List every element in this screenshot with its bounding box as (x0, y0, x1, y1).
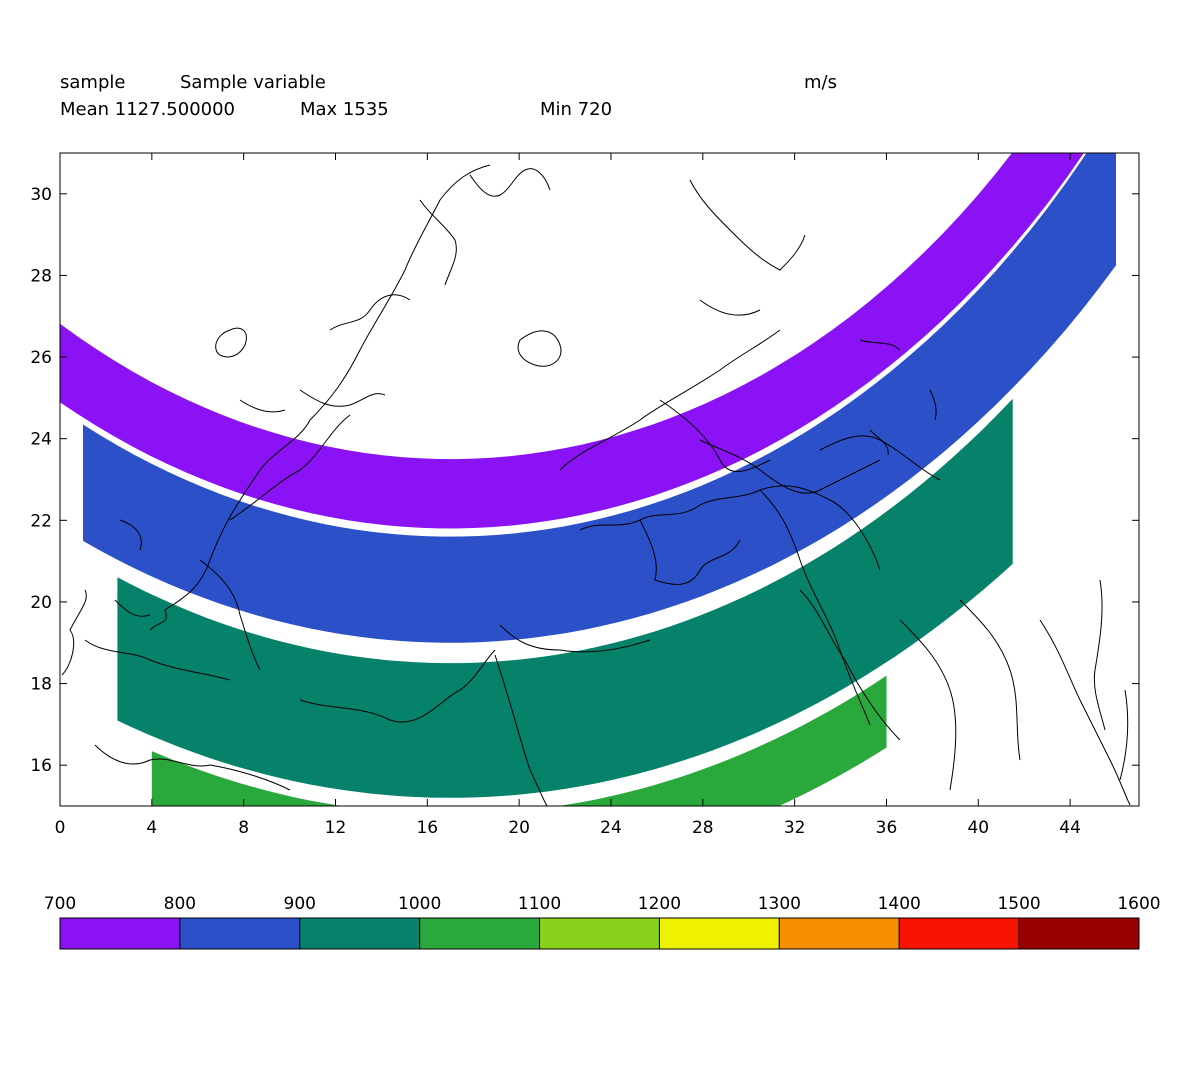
mean-label: Mean 1127.500000 (60, 99, 236, 120)
colorbar-level-label: 1100 (518, 894, 561, 914)
colorbar-swatch (179, 917, 301, 950)
colorbar-swatch (539, 917, 660, 950)
x-tick-label: 44 (1059, 818, 1081, 838)
colorbar-level-label: 700 (44, 894, 76, 914)
colorbar-level-label: 800 (164, 894, 196, 914)
y-tick-label: 24 (30, 430, 52, 450)
max-label: Max 1535 (300, 99, 389, 120)
x-tick-label: 16 (416, 818, 438, 838)
band-800-900 (83, 153, 1116, 643)
x-tick-label: 4 (146, 818, 157, 838)
colorbar-swatch (299, 917, 421, 950)
colorbar-swatch (658, 917, 780, 950)
colorbar-swatch (1018, 917, 1140, 950)
x-tick-label: 12 (325, 818, 347, 838)
y-tick-label: 16 (30, 756, 52, 776)
colorbar-level-label: 1200 (638, 894, 681, 914)
plot-frame (59, 152, 1140, 807)
colorbar: 700 800 900 1000 1100 1200 1300 1400 1500 1600 (44, 894, 1161, 950)
colorbar-swatch (778, 917, 900, 950)
colorbar-level-label: 1400 (878, 894, 921, 914)
colorbar-level-label: 1600 (1117, 894, 1160, 914)
x-tick-label: 24 (600, 818, 622, 838)
variable-name: sample (60, 72, 126, 93)
band-700-800 (60, 153, 1084, 529)
y-tick-label: 30 (30, 185, 52, 205)
variable-long-name: Sample variable (180, 72, 326, 93)
min-label: Min 720 (540, 99, 613, 120)
band-1400-1500 (198, 1026, 508, 1091)
colorbar-swatch (59, 917, 181, 950)
colorbar-level-label: 1000 (398, 894, 441, 914)
y-tick-label: 26 (30, 348, 52, 368)
x-tick-label: 32 (784, 818, 806, 838)
x-tick-label: 40 (967, 818, 989, 838)
x-tick-label: 36 (876, 818, 898, 838)
y-tick-label: 20 (30, 593, 52, 613)
axis-ticks: 0 4 8 12 16 20 24 28 32 36 40 44 16 18 20 22 24 26 28 30 (30, 153, 1139, 838)
band-900-1000 (117, 398, 1013, 798)
colorbar-level-label: 900 (284, 894, 316, 914)
x-tick-label: 0 (55, 818, 66, 838)
x-tick-label: 8 (238, 818, 249, 838)
y-tick-label: 18 (30, 675, 52, 695)
contour-bands (60, 153, 1116, 1091)
colorbar-swatch (419, 917, 541, 950)
colorbar-level-label: 1500 (997, 894, 1040, 914)
x-tick-label: 28 (692, 818, 714, 838)
y-tick-label: 28 (30, 266, 52, 286)
band-1000-1100 (151, 675, 887, 806)
x-tick-label: 20 (508, 818, 530, 838)
colorbar-swatch (898, 917, 1020, 950)
colorbar-level-label: 1300 (758, 894, 801, 914)
units-label: m/s (804, 72, 837, 93)
band-1300-1400 (186, 972, 565, 1059)
y-tick-label: 22 (30, 511, 52, 531)
coastline-map (61, 164, 1131, 806)
